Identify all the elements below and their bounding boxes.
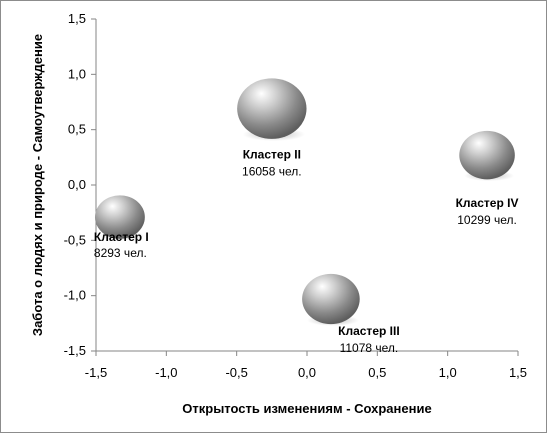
y-tick-label: -1,5 xyxy=(64,343,86,358)
plot-area: 1,5 1,0 0,5 0,0 -0,5 -1,0 -1,5 -1,5 -1,0 -0,5 0,0 0… xyxy=(64,11,527,380)
x-tick-label: 1,0 xyxy=(439,365,457,380)
y-axis-title: Забота о людях и природе - Самоутвержден… xyxy=(30,34,45,336)
bubble xyxy=(459,130,515,180)
x-tick-label: -1,0 xyxy=(155,365,177,380)
cluster-count-label: 11078 чел. xyxy=(340,341,399,355)
x-axis-title: Открытость изменениям - Сохранение xyxy=(182,401,431,416)
cluster-name-label: Кластер III xyxy=(338,324,400,338)
x-tick-label: -1,5 xyxy=(85,365,107,380)
bubble xyxy=(94,195,145,239)
x-tick-label: 0,0 xyxy=(298,365,316,380)
x-tick-label: -0,5 xyxy=(225,365,247,380)
cluster-name-label: Кластер I xyxy=(94,230,149,244)
bubble xyxy=(302,273,360,325)
y-tick-label: 0,0 xyxy=(68,177,86,192)
y-tick-label: 1,0 xyxy=(68,66,86,81)
bubble xyxy=(237,78,307,139)
y-tick-label: -1,0 xyxy=(64,288,86,303)
cluster-count-label: 16058 чел. xyxy=(242,165,302,179)
cluster-count-label: 8293 чел. xyxy=(94,246,147,260)
x-tick-label: 0,5 xyxy=(368,365,386,380)
y-tick-label: 1,5 xyxy=(68,11,86,26)
x-tick-label: 1,5 xyxy=(509,365,527,380)
cluster-name-label: Кластер IV xyxy=(456,196,519,210)
y-tick-label: -0,5 xyxy=(64,232,86,247)
cluster-name-label: Кластер II xyxy=(243,148,301,162)
y-tick-label: 0,5 xyxy=(68,122,86,137)
cluster-count-label: 10299 чел. xyxy=(457,213,517,227)
